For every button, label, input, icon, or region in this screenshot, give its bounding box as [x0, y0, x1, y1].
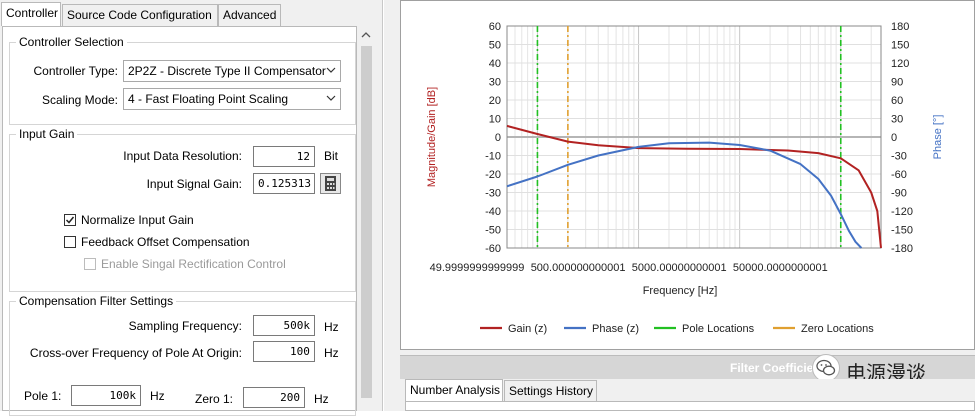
normalize-input-gain-label: Normalize Input Gain	[81, 213, 194, 227]
checkmark-icon	[65, 216, 75, 224]
input-signal-gain-label: Input Signal Gain:	[146, 177, 242, 191]
sampling-frequency-field[interactable]: 500k	[253, 315, 315, 336]
pole1-field[interactable]: 100k	[71, 385, 141, 406]
group-title: Input Gain	[16, 127, 78, 141]
controller-tab-content: Controller Selection Controller Type: 2P…	[2, 26, 357, 416]
tab-settings-history[interactable]: Settings History	[504, 380, 597, 402]
y-right-tick-label: 180	[891, 21, 909, 33]
scaling-mode-select[interactable]: 4 - Fast Floating Point Scaling	[123, 88, 341, 110]
x-tick-label: 500.000000000001	[531, 262, 626, 274]
vertical-scrollbar[interactable]	[358, 26, 374, 411]
controller-config-panel: Controller Source Code Configuration Adv…	[0, 0, 383, 416]
scaling-mode-value: 4 - Fast Floating Point Scaling	[128, 92, 289, 106]
zero1-field[interactable]: 200	[243, 387, 305, 408]
controller-type-value: 2P2Z - Discrete Type II Compensator	[128, 64, 326, 78]
controller-selection-group: Controller Selection Controller Type: 2P…	[9, 35, 356, 125]
tab-source-code-configuration[interactable]: Source Code Configuration	[62, 4, 218, 26]
plot-frame	[506, 25, 882, 249]
controller-type-select[interactable]: 2P2Z - Discrete Type II Compensator	[123, 60, 341, 82]
y-right-tick-label: 0	[891, 132, 897, 144]
crossover-unit: Hz	[324, 346, 339, 360]
input-data-resolution-label: Input Data Resolution:	[123, 149, 242, 163]
y-left-tick-label: 60	[489, 21, 501, 33]
legend-label: Zero Locations	[801, 323, 874, 335]
crossover-frequency-field[interactable]: 100	[253, 341, 315, 362]
y-left-tick-label: 40	[489, 58, 501, 70]
scaling-mode-label: Scaling Mode:	[41, 93, 118, 107]
x-tick-label: 50000.0000000001	[733, 262, 828, 274]
filter-coefficients-title: Filter Coefficie	[730, 361, 814, 375]
y-left-tick-label: -50	[485, 225, 501, 237]
legend-label: Phase (z)	[592, 323, 639, 335]
tab-number-analysis[interactable]: Number Analysis	[405, 379, 503, 401]
sampling-frequency-label: Sampling Frequency:	[128, 319, 242, 333]
y-left-tick-label: -30	[485, 188, 501, 200]
feedback-offset-label: Feedback Offset Compensation	[81, 235, 250, 249]
sampling-unit: Hz	[324, 320, 339, 334]
y-right-tick-label: 150	[891, 40, 909, 52]
y-right-tick-label: 30	[891, 114, 903, 126]
y-right-tick-label: 120	[891, 58, 909, 70]
chevron-up-icon[interactable]	[361, 31, 371, 39]
controller-type-label: Controller Type:	[33, 64, 119, 78]
analysis-table	[405, 401, 975, 411]
chevron-down-icon	[326, 67, 336, 73]
y-axis-right-label: Phase [°]	[932, 115, 944, 160]
y-left-tick-label: -10	[485, 151, 501, 163]
crossover-frequency-label: Cross-over Frequency of Pole At Origin:	[29, 346, 242, 360]
y-right-tick-label: -150	[891, 225, 913, 237]
y-right-tick-label: -120	[891, 206, 913, 218]
y-left-tick-label: 30	[489, 77, 501, 89]
y-right-tick-label: -30	[891, 151, 907, 163]
tab-advanced[interactable]: Advanced	[218, 4, 281, 26]
bode-plot-area: 60 180 50 150 40 120 30 90 20 60 10 30 0 0 -10 -30 -20 -6…	[400, 0, 975, 350]
y-left-tick-label: 10	[489, 114, 501, 126]
y-left-tick-label: 0	[495, 132, 501, 144]
y-left-tick-label: -60	[485, 243, 501, 255]
x-axis-label: Frequency [Hz]	[643, 285, 718, 297]
resolution-unit: Bit	[324, 149, 339, 163]
scrollbar-thumb[interactable]	[361, 46, 372, 398]
signal-rectification-label: Enable Singal Rectification Control	[101, 257, 286, 271]
y-right-tick-label: -90	[891, 188, 907, 200]
group-title: Compensation Filter Settings	[16, 294, 177, 308]
tab-controller[interactable]: Controller	[1, 2, 61, 26]
zero1-label: Zero 1:	[195, 392, 234, 406]
pole1-label: Pole 1:	[24, 389, 62, 403]
feedback-offset-checkbox[interactable]	[64, 236, 76, 248]
signal-rectification-checkbox	[84, 258, 96, 270]
calculator-button[interactable]	[320, 173, 341, 194]
x-tick-label: 5000.00000000001	[632, 262, 727, 274]
y-left-tick-label: -20	[485, 169, 501, 181]
y-left-tick-label: -40	[485, 206, 501, 218]
y-right-tick-label: 90	[891, 77, 903, 89]
chat-bubble-icon	[816, 359, 836, 376]
y-left-tick-label: 50	[489, 40, 501, 52]
normalize-input-gain-checkbox[interactable]	[64, 214, 76, 226]
input-gain-group: Input Gain Input Data Resolution: 12 Bit…	[9, 127, 356, 292]
filter-coefficients-bar: Filter Coefficie 电源漫谈	[400, 354, 975, 385]
y-right-tick-label: -60	[891, 169, 907, 181]
chevron-down-icon	[326, 95, 336, 101]
group-title: Controller Selection	[16, 35, 127, 49]
y-axis-left-label: Magnitude/Gain [dB]	[426, 87, 438, 187]
y-left-tick-label: 20	[489, 95, 501, 107]
y-right-tick-label: 60	[891, 95, 903, 107]
calculator-icon	[325, 176, 336, 191]
legend-label: Gain (z)	[508, 323, 547, 335]
input-signal-gain-field[interactable]: 0.125313	[253, 173, 315, 194]
phase-series-line	[506, 141, 863, 249]
zero1-unit: Hz	[314, 392, 329, 406]
x-tick-label: 49.9999999999999	[430, 262, 525, 274]
y-right-tick-label: -180	[891, 243, 913, 255]
input-data-resolution-field[interactable]: 12	[253, 146, 315, 167]
compensation-filter-group: Compensation Filter Settings Sampling Fr…	[9, 294, 356, 416]
bode-chart: 60 180 50 150 40 120 30 90 20 60 10 30 0 0 -10 -30 -20 -6…	[426, 21, 944, 335]
legend-label: Pole Locations	[682, 323, 755, 335]
pole1-unit: Hz	[150, 389, 165, 403]
analysis-tabs: Number Analysis Settings History	[400, 379, 975, 411]
wechat-logo	[812, 354, 840, 382]
bode-plot-panel: 60 180 50 150 40 120 30 90 20 60 10 30 0 0 -10 -30 -20 -6…	[384, 0, 975, 411]
